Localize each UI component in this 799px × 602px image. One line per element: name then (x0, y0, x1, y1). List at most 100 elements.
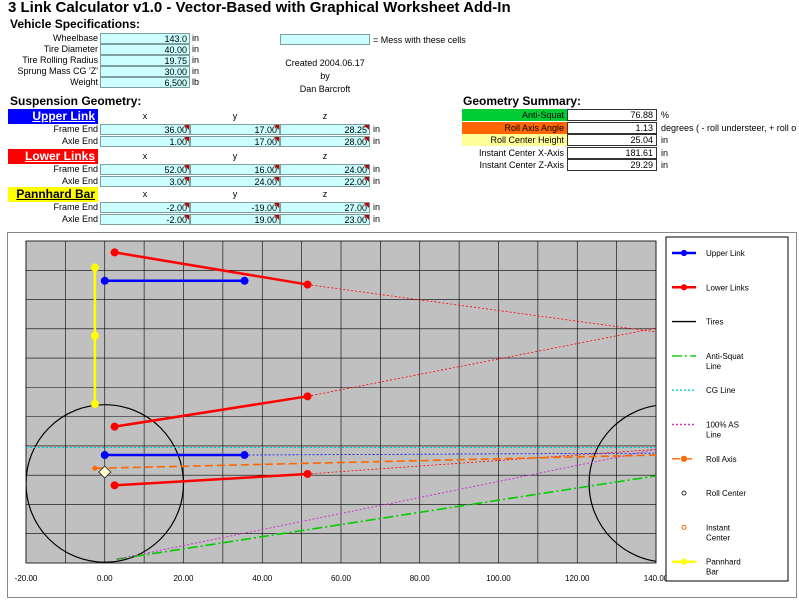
legend-label: Pannhard (706, 558, 741, 567)
input-legend-swatch (280, 34, 370, 45)
link-point (110, 481, 119, 490)
pannhard-bar-unit: in (373, 202, 381, 212)
series-line (116, 475, 656, 561)
upper-link-axle-x-input[interactable]: 1.00 (100, 136, 190, 147)
legend-label: Tires (706, 318, 723, 327)
upper-link-col-y: y (232, 111, 238, 121)
credits-by: by (320, 71, 330, 81)
page-title: 3 Link Calculator v1.0 - Vector-Based wi… (8, 0, 511, 16)
x-tick-label: 0.00 (97, 574, 113, 583)
summary-label: Instant Center Z-Axis (479, 160, 564, 170)
lower-links-frame-z-input[interactable]: 24.00 (280, 164, 370, 175)
legend-swatch-marker (680, 558, 688, 565)
lower-links-axle-label: Axle End (61, 176, 98, 186)
vehicle-spec-unit: lb (192, 77, 200, 87)
summary-label: Anti-Squat (462, 109, 567, 121)
summary-unit: in (661, 135, 669, 145)
upper-link-axle-z-input[interactable]: 28.00 (280, 136, 370, 147)
vehicle-spec-unit: in (192, 55, 200, 65)
summary-unit: degrees ( - roll understeer, + roll o (661, 122, 797, 133)
summary-label: Roll Axis Angle (462, 121, 567, 134)
upper-link-frame-label: Frame End (53, 124, 98, 134)
lower-links-header: Lower Links (8, 149, 98, 164)
lower-links-axle-x-input[interactable]: 3.00 (100, 176, 190, 187)
lower-links-frame-x-input[interactable]: 52.00 (100, 164, 190, 175)
vehicle-spec-input[interactable]: 6,500 (100, 77, 190, 88)
pannhard-bar-axle-label: Axle End (61, 214, 98, 224)
vehicle-spec-unit: in (192, 66, 200, 76)
pannhard-bar-unit: in (373, 214, 381, 224)
legend-swatch-marker (680, 284, 688, 291)
vehicle-spec-label: Wheelbase (52, 33, 98, 43)
pannhard-bar-frame-z-input[interactable]: 27.00 (280, 202, 370, 213)
link-segment (114, 395, 308, 428)
pannhard-point (90, 399, 99, 408)
legend-swatch-marker (680, 455, 688, 462)
lower-links-unit: in (373, 164, 381, 174)
legend-label: Line (706, 362, 722, 371)
legend-box (665, 236, 789, 582)
x-tick-label: 40.00 (252, 574, 273, 583)
link-point (110, 248, 119, 257)
vehicle-spec-input[interactable]: 19.75 (100, 55, 190, 66)
pannhard-bar-axle-x-input[interactable]: -2.00 (100, 214, 190, 225)
plot-layer (26, 248, 656, 563)
link-extension-line (307, 284, 656, 333)
x-tick-label: 140.00 (644, 574, 669, 583)
x-tick-label: 60.00 (331, 574, 352, 583)
pannhard-bar-axle-z-input[interactable]: 23.00 (280, 214, 370, 225)
upper-link-frame-x-input[interactable]: 36.00 (100, 124, 190, 135)
vehicle-spec-label: Sprung Mass CG 'Z' (17, 66, 98, 76)
vehicle-spec-input[interactable]: 40.00 (100, 44, 190, 55)
lower-links-unit: in (373, 176, 381, 186)
vehicle-spec-input[interactable]: 143.0 (100, 33, 190, 44)
link-point (100, 451, 109, 460)
legend-label: CG Line (706, 386, 736, 395)
vehicle-spec-input[interactable]: 30.00 (100, 66, 190, 77)
legend-label: Instant (706, 523, 731, 532)
summary-value: 181.61 (567, 146, 657, 159)
input-legend-note: = Mess with these cells (373, 35, 466, 45)
lower-links-frame-y-input[interactable]: 16.00 (190, 164, 280, 175)
geometry-summary-heading: Geometry Summary: (463, 94, 582, 108)
upper-link-frame-z-input[interactable]: 28.25 (280, 124, 370, 135)
summary-value: 29.29 (567, 159, 657, 171)
instant-center-marker (92, 465, 98, 471)
legend-label: Line (706, 431, 722, 440)
pannhard-bar-frame-x-input[interactable]: -2.00 (100, 202, 190, 213)
vehicle-spec-unit: in (192, 44, 200, 54)
legend-label: Roll Axis (706, 455, 737, 464)
legend-label: Upper Link (706, 249, 746, 258)
x-tick-label: 80.00 (410, 574, 431, 583)
link-segment (114, 251, 308, 286)
legend-swatch-marker (680, 249, 688, 257)
upper-link-header: Upper Link (8, 109, 98, 124)
upper-link-axle-y-input[interactable]: 17.00 (190, 136, 280, 147)
tire-circle (26, 404, 185, 563)
upper-link-col-z: z (322, 111, 328, 121)
series-line (96, 454, 656, 470)
x-tick-label: 20.00 (173, 574, 194, 583)
link-point (240, 276, 249, 285)
upper-link-col-x: x (142, 111, 148, 121)
geometry-chart: -20.00 0.00 20.00 40.00 60.00 80.00 100.00 120.… (7, 232, 797, 598)
author-name: Dan Barcroft (299, 84, 351, 94)
link-point (303, 469, 312, 478)
summary-unit: in (661, 147, 669, 158)
pannhard-point (90, 263, 99, 272)
pannhard-bar-frame-y-input[interactable]: -19.00 (190, 202, 280, 213)
pannhard-bar-axle-y-input[interactable]: 19.00 (190, 214, 280, 225)
link-extension-line (307, 327, 656, 397)
lower-links-axle-y-input[interactable]: 24.00 (190, 176, 280, 187)
pannhard-bar-col-z: z (322, 189, 328, 199)
x-tick-label: 120.00 (565, 574, 590, 583)
legend-swatch-marker (681, 490, 687, 496)
upper-link-frame-y-input[interactable]: 17.00 (190, 124, 280, 135)
lower-links-frame-label: Frame End (53, 164, 98, 174)
x-tick-label: -20.00 (15, 574, 38, 583)
upper-link-unit: in (373, 136, 381, 146)
legend-label: 100% AS (706, 421, 739, 430)
link-point (240, 451, 249, 460)
x-tick-label: 100.00 (486, 574, 511, 583)
lower-links-axle-z-input[interactable]: 22.00 (280, 176, 370, 187)
